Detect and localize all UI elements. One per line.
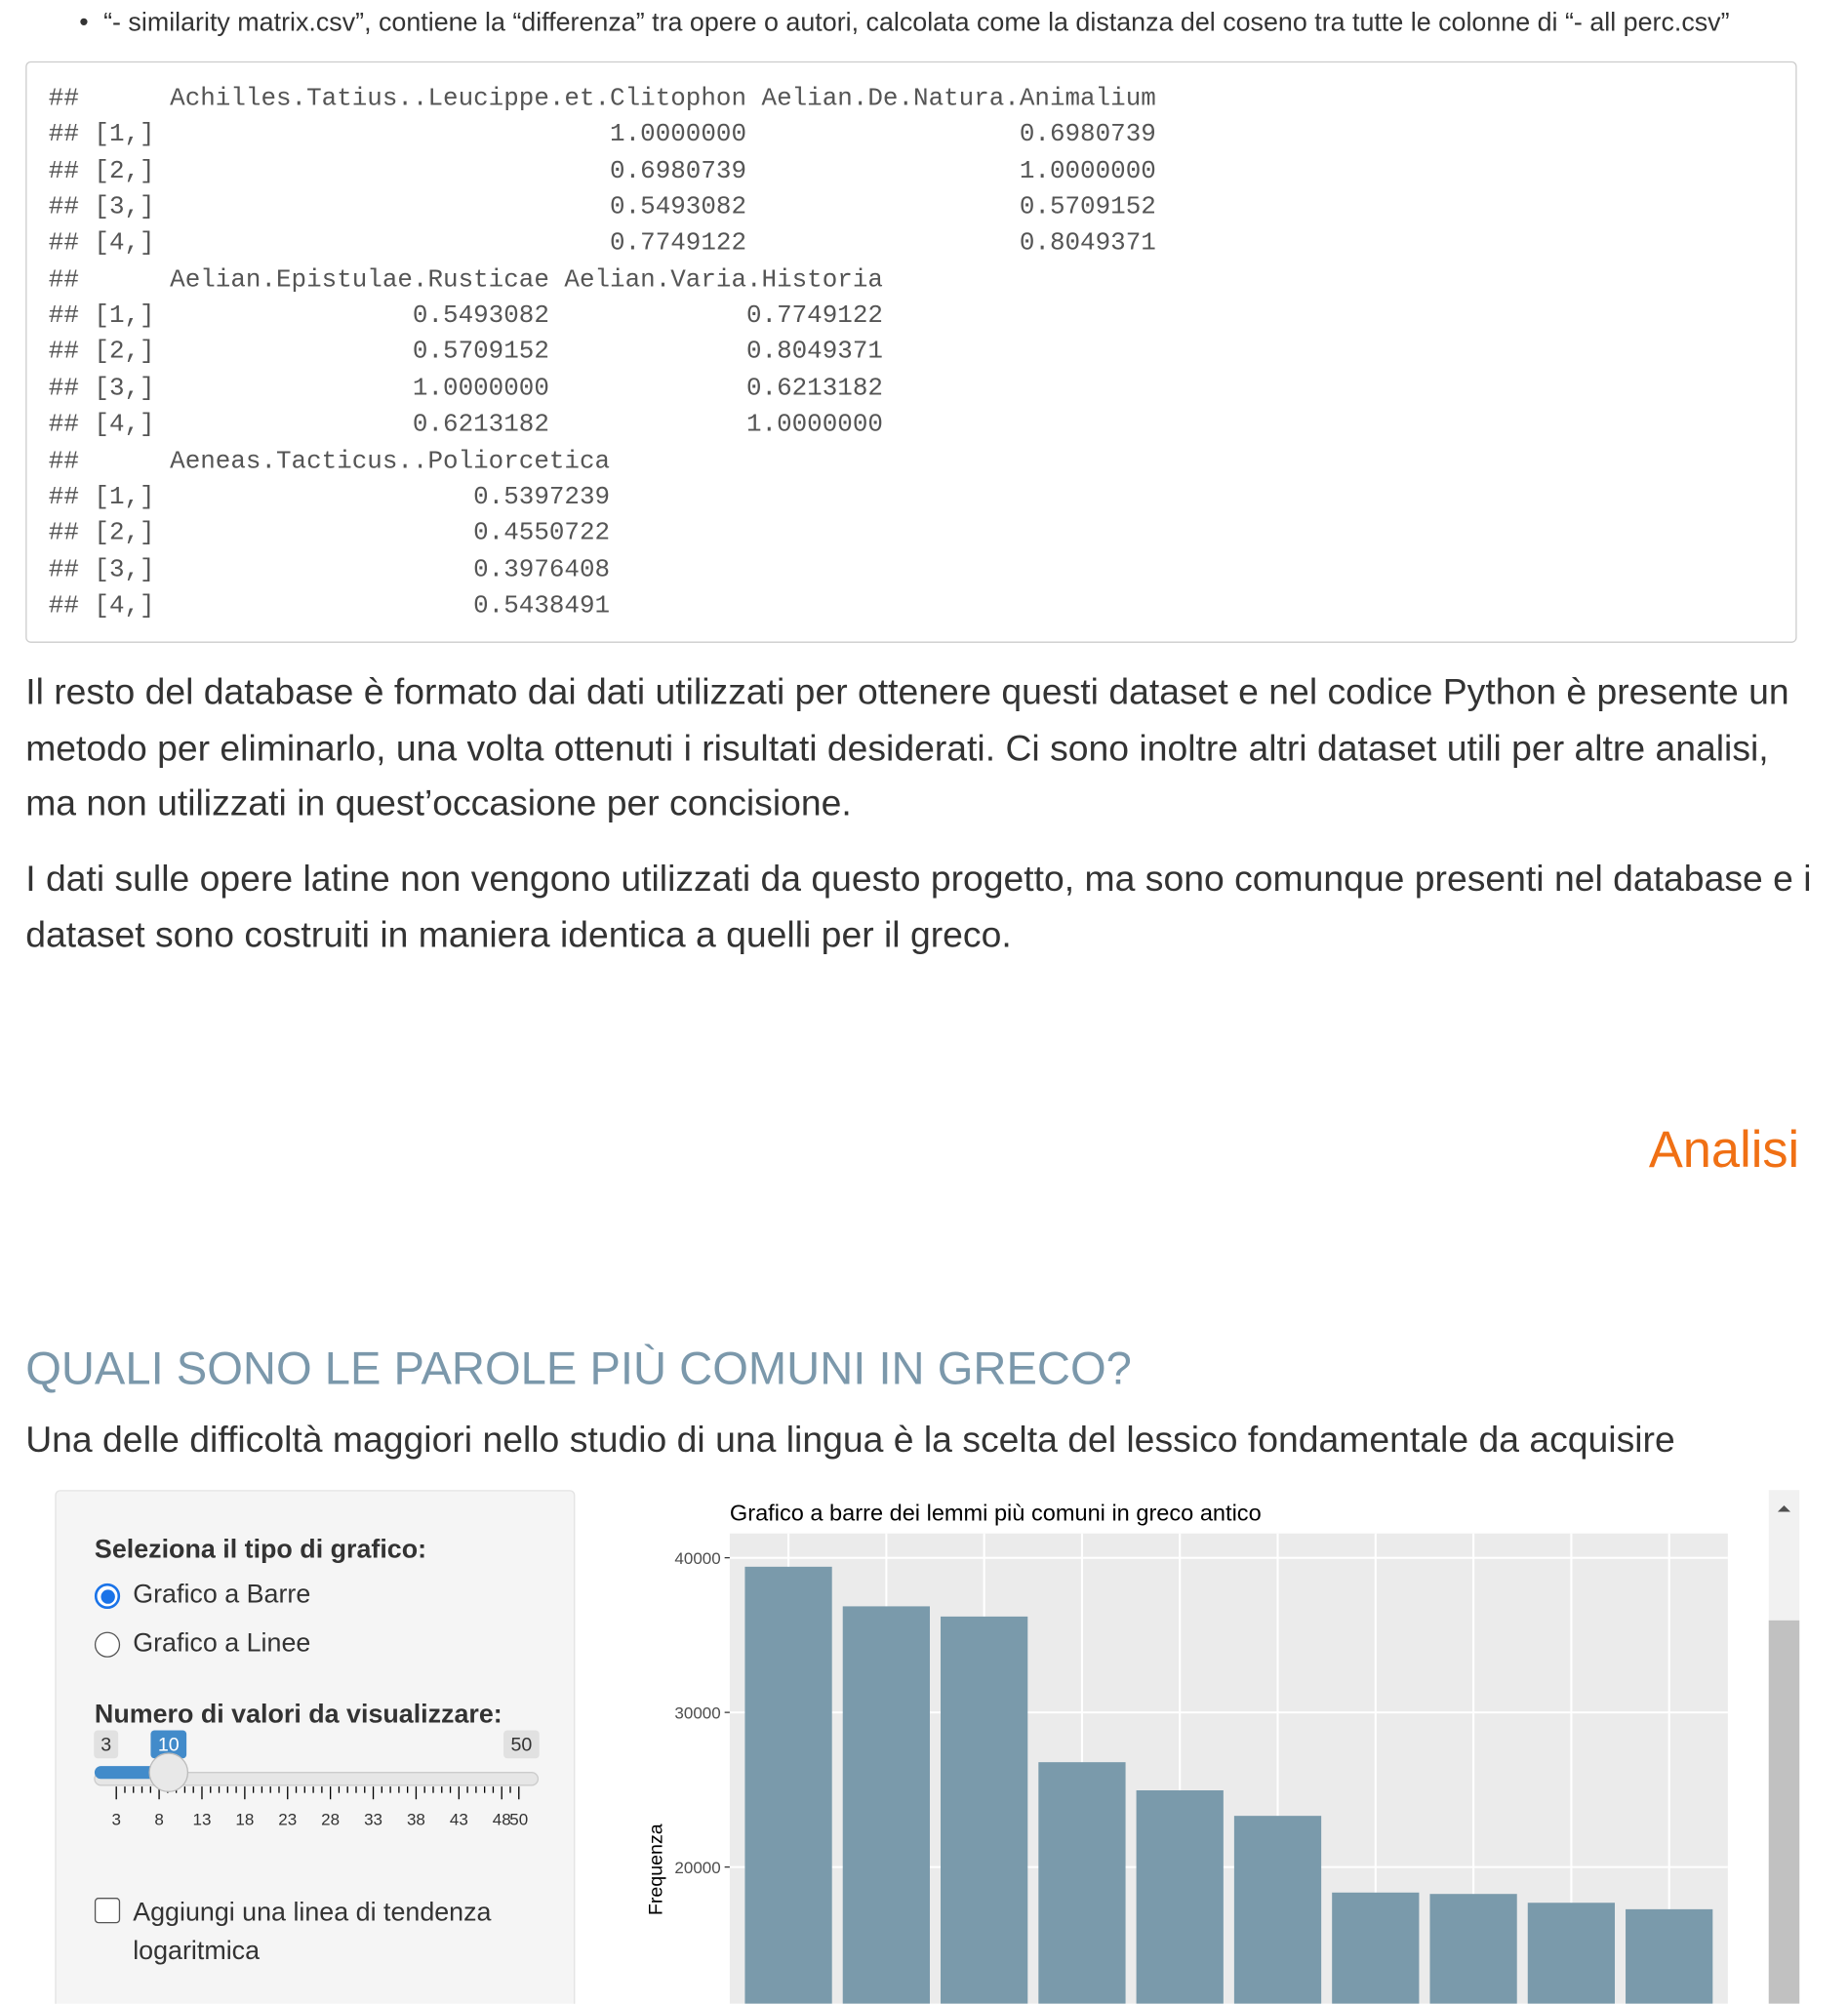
bubble xyxy=(503,1730,540,1759)
section-title: Analisi xyxy=(1648,1122,1800,1179)
slider-value: 10 xyxy=(150,1730,187,1759)
radio-label[interactable]: Grafico a Barre xyxy=(133,1579,311,1610)
code-line: ## [4,] 0.6213182 1.0000000 xyxy=(48,410,883,439)
code-line: ## Aelian.Epistulae.Rusticae Aelian.Vari… xyxy=(48,265,883,294)
slider-tick-label: 33 xyxy=(364,1810,382,1828)
checkbox-label[interactable]: Aggiungi una linea di tendenza logaritmi… xyxy=(133,1898,492,1966)
bubble-text: 10 xyxy=(158,1734,180,1755)
code-line: ## [2,] 0.5709152 0.8049371 xyxy=(48,338,883,367)
radio-button[interactable] xyxy=(94,1631,121,1658)
code-line: ## Achilles.Tatius..Leucippe.et.Clitopho… xyxy=(48,84,1156,113)
y-tick-label: 30000 xyxy=(674,1704,720,1723)
scroll-up-arrow[interactable] xyxy=(1769,1495,1799,1520)
intro-text: Una delle difficoltà maggiori nello stud… xyxy=(25,1420,1675,1462)
chart-type-label: Seleziona il tipo di grafico: xyxy=(94,1535,427,1565)
slider-tick-label: 48 xyxy=(493,1810,511,1828)
code-line: ## [2,] 0.4550722 xyxy=(48,519,611,547)
bubble xyxy=(94,1730,119,1759)
chart-title: Grafico a barre dei lemmi più comuni in … xyxy=(730,1501,1262,1526)
paragraph: I dati sulle opere latine non vengono ut… xyxy=(25,859,1812,956)
slider-label: Numero di valori da visualizzare: xyxy=(94,1700,502,1730)
bubble-text: 50 xyxy=(510,1734,532,1755)
slider-tick-label: 38 xyxy=(407,1810,425,1828)
slider-track xyxy=(94,1772,540,1786)
scrollbar-thumb[interactable] xyxy=(1768,1620,1800,2004)
chart: Grafico a barre dei lemmi più comuni in … xyxy=(645,1501,1728,2004)
slider-tick-label: 28 xyxy=(321,1810,340,1828)
code-block: ## Achilles.Tatius..Leucippe.et.Clitopho… xyxy=(25,60,1797,643)
bar xyxy=(1626,1908,1713,2004)
bullet-text: “- similarity matrix.csv”, contiene la “… xyxy=(103,7,1730,37)
bubble-text: 3 xyxy=(100,1734,111,1755)
paragraph: Il resto del database è formato dai dati… xyxy=(25,671,1789,824)
bar xyxy=(1429,1894,1517,2004)
slider-handle[interactable] xyxy=(148,1752,189,1792)
bar xyxy=(744,1566,832,2004)
slider-bound: 3 xyxy=(94,1730,119,1759)
code-line: ## [3,] 0.5493082 0.5709152 xyxy=(48,192,1156,221)
slider-bound: 50 xyxy=(503,1730,540,1759)
slider-tick-label: 18 xyxy=(235,1810,254,1828)
slider-tick-label: 50 xyxy=(509,1810,528,1828)
bar xyxy=(1136,1790,1224,2004)
slider-tick-label: 23 xyxy=(278,1810,297,1828)
code-line: ## [1,] 1.0000000 0.6980739 xyxy=(48,120,1156,149)
code-line: ## Aeneas.Tacticus..Poliorcetica xyxy=(48,446,611,475)
bullet-item: “- similarity matrix.csv”, contiene la “… xyxy=(79,8,1729,38)
bar xyxy=(842,1606,930,2004)
code-line: ## [1,] 0.5493082 0.7749122 xyxy=(48,301,883,331)
y-axis-label: Frequenza xyxy=(645,1824,666,1915)
slider-tick-label: 8 xyxy=(154,1810,163,1828)
checkbox[interactable] xyxy=(94,1898,121,1924)
slider-tick-label: 43 xyxy=(450,1810,468,1828)
code-line: ## [3,] 0.3976408 xyxy=(48,555,611,583)
code-line: ## [4,] 0.7749122 0.8049371 xyxy=(48,228,1156,258)
bubble xyxy=(150,1730,187,1759)
heading: QUALI SONO LE PAROLE PIÙ COMUNI IN GRECO… xyxy=(25,1342,1132,1394)
y-tick-label: 20000 xyxy=(674,1859,720,1877)
radio-dot xyxy=(100,1588,115,1604)
bar xyxy=(1233,1816,1322,2004)
bar xyxy=(1332,1892,1420,2004)
radio-label[interactable]: Grafico a Linee xyxy=(133,1627,311,1658)
code-line: ## [3,] 1.0000000 0.6213182 xyxy=(48,374,883,403)
code-line: ## [2,] 0.6980739 1.0000000 xyxy=(48,156,1156,185)
y-tick-label: 40000 xyxy=(674,1549,720,1568)
slider-tick-label: 13 xyxy=(193,1810,212,1828)
bar xyxy=(1038,1762,1126,2004)
code-line: ## [1,] 0.5397239 xyxy=(48,482,611,511)
slider-tick-label: 3 xyxy=(111,1810,120,1828)
sidebar-panel: Seleziona il tipo di grafico: Numero di … xyxy=(55,1490,576,2004)
bar xyxy=(1527,1903,1616,2004)
bar xyxy=(941,1616,1028,2004)
code-line: ## [4,] 0.5438491 xyxy=(48,591,611,621)
